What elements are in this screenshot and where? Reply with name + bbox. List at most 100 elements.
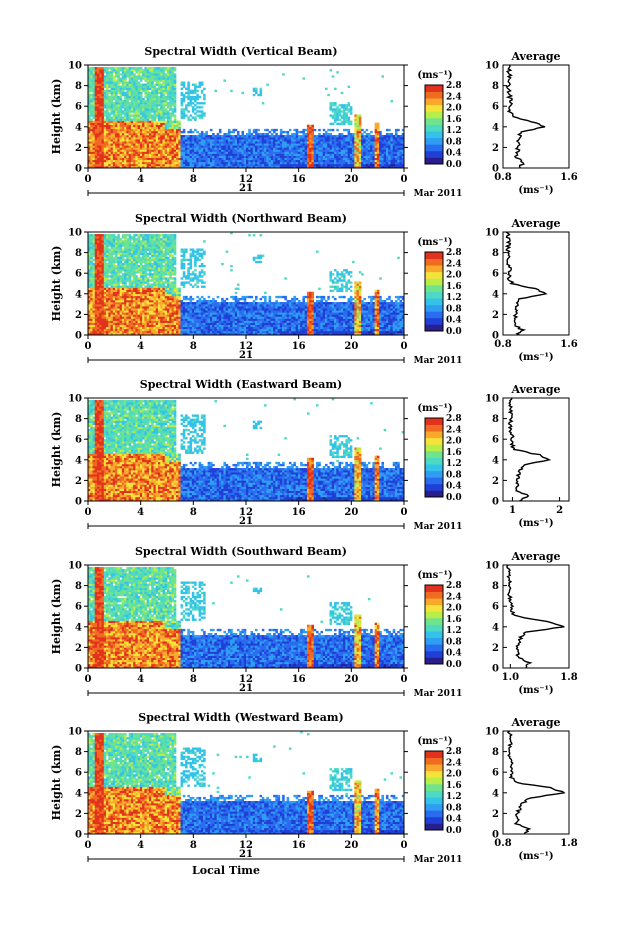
heatmap-cell <box>133 253 136 255</box>
heatmap-cell <box>187 102 190 104</box>
heatmap-cell <box>244 147 247 149</box>
heatmap-cell <box>104 302 107 304</box>
heatmap-cell <box>147 141 150 143</box>
heatmap-cell <box>293 164 296 166</box>
heatmap-cell <box>106 286 109 288</box>
heatmap-cell <box>129 248 132 250</box>
heatmap-cell <box>251 162 254 164</box>
heatmap-cell <box>90 139 93 141</box>
heatmap-cell <box>120 314 123 316</box>
heatmap-cell <box>129 84 132 86</box>
heatmap-cell <box>135 139 138 141</box>
heatmap-cell <box>129 69 132 71</box>
heatmap-cell <box>395 135 398 137</box>
heatmap-cell <box>124 69 127 71</box>
heatmap-cell <box>339 135 342 137</box>
heatmap-cell <box>108 147 111 149</box>
heatmap-cell <box>332 102 335 104</box>
heatmap-cell <box>273 145 276 147</box>
heatmap-cell <box>126 75 129 77</box>
heatmap-cell <box>131 90 134 92</box>
heatmap-cell <box>361 141 364 143</box>
heatmap-cell <box>332 114 335 116</box>
heatmap-cell <box>298 131 301 133</box>
heatmap-cell <box>111 263 114 265</box>
heatmap-cell <box>178 145 181 147</box>
heatmap-cell <box>185 154 188 156</box>
heatmap-cell <box>99 145 102 147</box>
heatmap-cell <box>325 137 328 139</box>
heatmap-cell <box>316 141 319 143</box>
heatmap-cell <box>126 263 129 265</box>
heatmap-cell <box>106 269 109 271</box>
heatmap-cell <box>104 100 107 102</box>
heatmap-cell <box>120 67 123 69</box>
y-tick-label: 0 <box>75 164 82 175</box>
heatmap-cell <box>336 110 339 112</box>
heatmap-cell <box>133 133 136 135</box>
heatmap-cell <box>208 147 211 149</box>
heatmap-cell <box>117 286 120 288</box>
heatmap-cell <box>133 67 136 69</box>
heatmap-cell <box>120 327 123 329</box>
heatmap-cell <box>327 158 330 160</box>
heatmap-cell <box>167 129 170 131</box>
heatmap-cell <box>181 141 184 143</box>
heatmap-cell <box>104 94 107 96</box>
heatmap-cell <box>307 141 310 143</box>
heatmap-cell <box>348 164 351 166</box>
heatmap-cell <box>99 114 102 116</box>
heatmap-cell <box>131 104 134 106</box>
heatmap-cell <box>99 90 102 92</box>
heatmap-cell <box>178 162 181 164</box>
heatmap-cell <box>386 139 389 141</box>
heatmap-cell <box>115 92 118 94</box>
heatmap-cell <box>205 156 208 158</box>
heatmap-cell <box>120 329 123 331</box>
heatmap-cell <box>375 149 378 151</box>
heatmap-cell <box>183 158 186 160</box>
heatmap-cell <box>131 304 134 306</box>
heatmap-cell <box>120 244 123 246</box>
heatmap-cell <box>187 96 190 98</box>
heatmap-cell <box>117 88 120 90</box>
heatmap-cell <box>343 114 346 116</box>
heatmap-cell <box>190 152 193 154</box>
heatmap-cell <box>208 164 211 166</box>
heatmap-cell <box>102 73 105 75</box>
heatmap-cell <box>113 154 116 156</box>
heatmap-cell <box>120 290 123 292</box>
heatmap-cell <box>219 160 222 162</box>
heatmap-cell <box>113 300 116 302</box>
heatmap-cell <box>190 100 193 102</box>
heatmap-cell <box>117 327 120 329</box>
heatmap-cell <box>99 129 102 131</box>
heatmap-cell <box>221 154 224 156</box>
heatmap-cell <box>386 156 389 158</box>
heatmap-cell <box>257 164 260 166</box>
heatmap-cell <box>190 141 193 143</box>
heatmap-cell <box>151 71 154 73</box>
heatmap-cell <box>203 162 206 164</box>
heatmap-cell <box>97 117 100 119</box>
heatmap-cell <box>169 84 172 86</box>
heatmap-cell <box>196 98 199 100</box>
heatmap-cell <box>196 135 199 137</box>
heatmap-cell <box>172 90 175 92</box>
heatmap-cell <box>162 117 165 119</box>
heatmap-cell <box>129 147 132 149</box>
heatmap-cell <box>113 290 116 292</box>
heatmap-cell <box>106 106 109 108</box>
heatmap-cell <box>205 133 208 135</box>
heatmap-cell <box>339 137 342 139</box>
heatmap-cell <box>104 296 107 298</box>
heatmap-cell <box>208 149 211 151</box>
heatmap-cell <box>336 158 339 160</box>
heatmap-cell <box>120 119 123 121</box>
heatmap-cell <box>183 100 186 102</box>
heatmap-cell <box>102 84 105 86</box>
heatmap-cell <box>99 125 102 127</box>
heatmap-cell <box>190 98 193 100</box>
heatmap-cell <box>160 79 163 81</box>
heatmap-cell <box>357 162 360 164</box>
